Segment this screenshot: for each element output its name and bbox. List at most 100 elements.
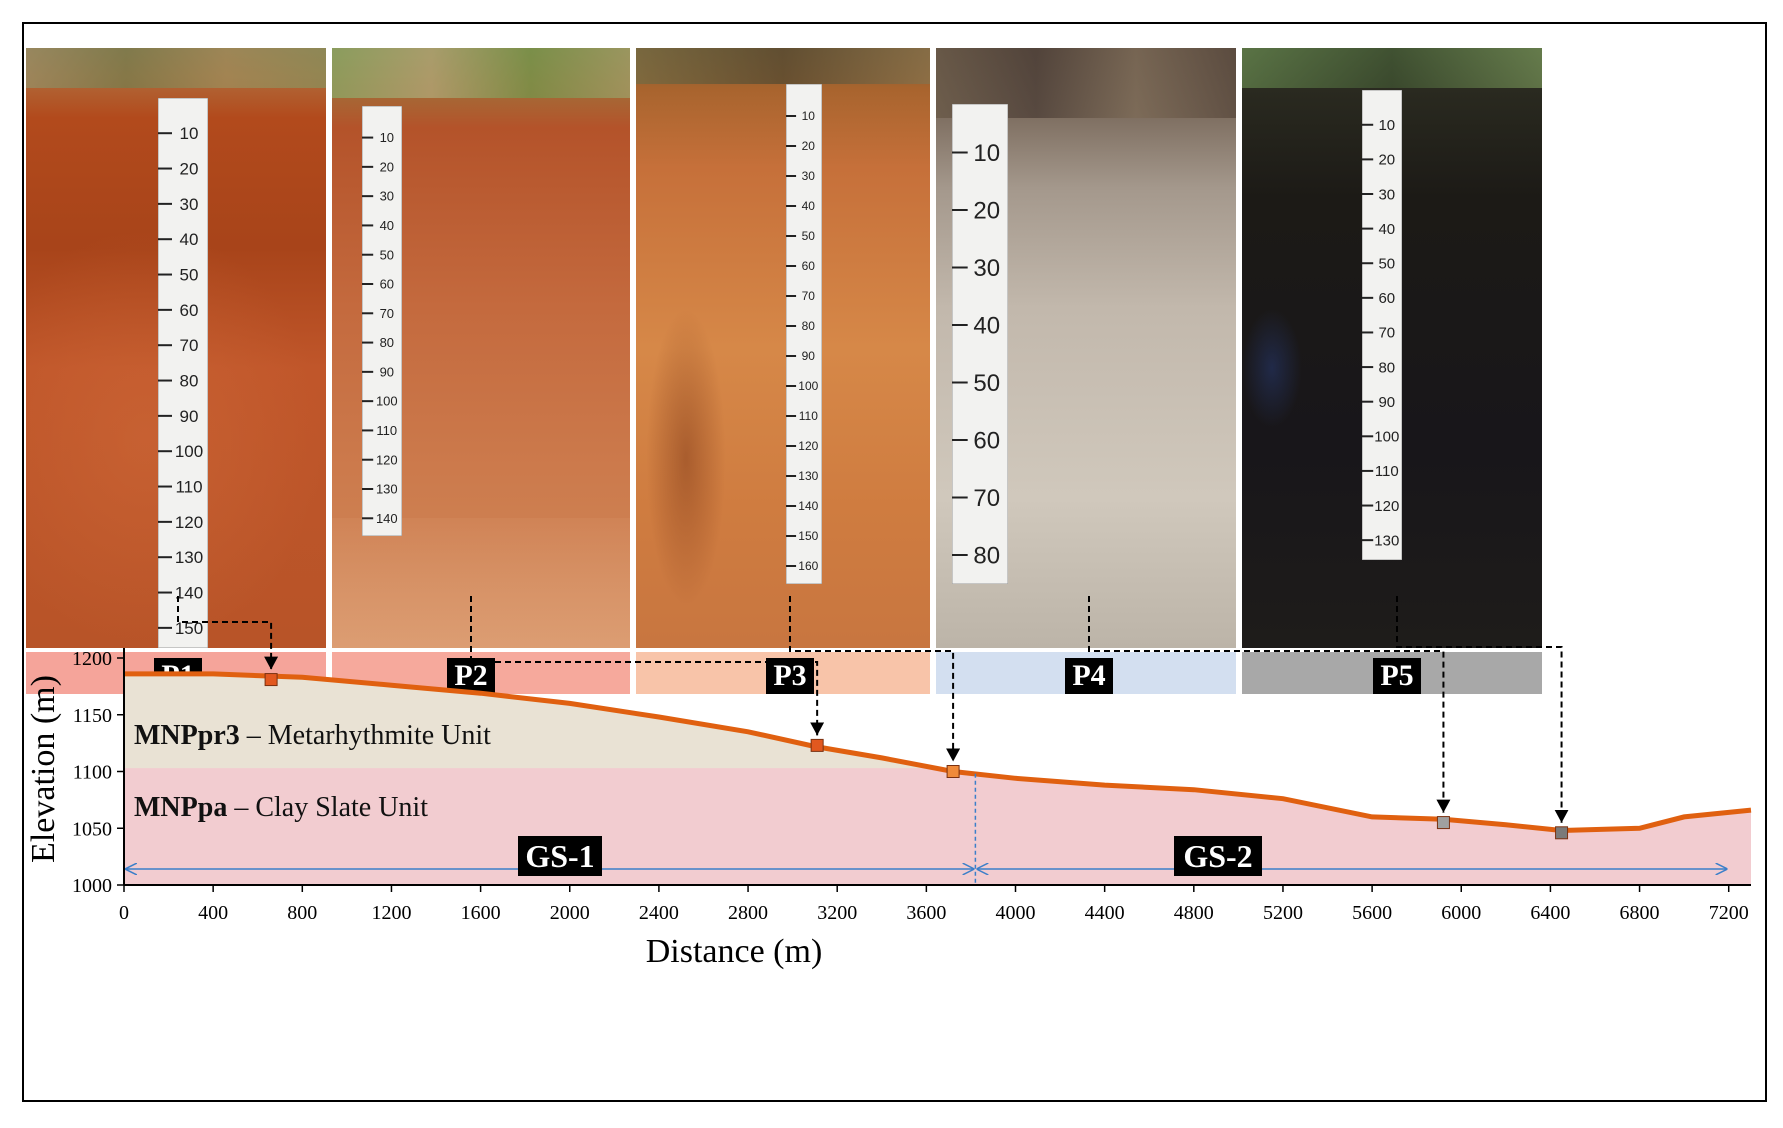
connector-p1 <box>177 596 279 670</box>
lower-unit-label: MNPpa – Clay Slate Unit <box>134 792 428 823</box>
ruler-label: 120 <box>175 513 203 532</box>
x-tick-label: 4000 <box>996 902 1036 924</box>
ruler-label: 130 <box>376 482 398 497</box>
ruler-label: 30 <box>802 169 816 183</box>
ruler-label: 10 <box>380 130 394 145</box>
ruler-label: 50 <box>802 229 816 243</box>
ruler-label: 80 <box>973 542 1000 569</box>
ruler-label: 50 <box>1378 255 1395 272</box>
ruler-label: 110 <box>376 423 397 438</box>
ruler-label: 10 <box>973 140 1000 167</box>
ruler-label: 120 <box>798 439 818 453</box>
x-tick-label: 3600 <box>906 902 946 924</box>
ruler-label: 120 <box>376 452 398 467</box>
ruler-label: 100 <box>175 442 203 461</box>
ruler-strip <box>952 104 1008 584</box>
ruler-strip <box>786 84 822 584</box>
connector-p2 <box>470 596 825 736</box>
profile-label-p3: P3 <box>766 658 814 694</box>
ruler-label: 70 <box>1378 325 1395 342</box>
x-tick-label: 6800 <box>1620 902 1660 924</box>
x-tick-label: 5200 <box>1263 902 1303 924</box>
soil-profile-photo-p3: 10 20 30 40 50 60 70 80 90 100 110 120 130 140 150 160 <box>636 48 930 648</box>
y-tick-label: 1150 <box>73 705 112 727</box>
ruler-label: 60 <box>180 301 199 320</box>
x-tick-label: 5600 <box>1352 902 1392 924</box>
connector-p5 <box>1396 596 1569 823</box>
x-tick-label: 7200 <box>1709 902 1749 924</box>
ruler-label: 160 <box>798 559 818 573</box>
profile-point-p2 <box>810 738 824 752</box>
profile-point-p1 <box>264 673 278 687</box>
ruler-label: 10 <box>802 109 816 123</box>
ruler-label: 20 <box>180 159 199 178</box>
ruler-label: 140 <box>798 499 818 513</box>
y-tick-label: 1200 <box>72 648 112 670</box>
ruler-label: 20 <box>973 197 1000 224</box>
profile-label-p2: P2 <box>447 658 495 694</box>
ruler-label: 30 <box>973 255 1000 282</box>
gs1-label: GS-1 <box>518 836 602 876</box>
ruler-label: 100 <box>798 379 818 393</box>
profile-label-p4: P4 <box>1065 658 1113 694</box>
x-tick-label: 2400 <box>639 902 679 924</box>
ruler-label: 130 <box>798 469 818 483</box>
ruler-p1: 10 20 30 40 50 60 70 80 90 100 110 120 130 140 150 <box>158 98 208 648</box>
x-tick-label: 4800 <box>1174 902 1214 924</box>
ruler-label: 150 <box>798 529 818 543</box>
x-tick-label: 0 <box>119 902 129 924</box>
ruler-label: 120 <box>1374 498 1399 515</box>
ruler-label: 80 <box>802 319 816 333</box>
ruler-label: 110 <box>799 409 818 423</box>
ruler-label: 60 <box>1378 290 1395 307</box>
x-tick-label: 3200 <box>817 902 857 924</box>
ruler-p2: 10 20 30 40 50 60 70 80 90 100 110 120 130 140 <box>362 106 402 536</box>
x-tick-label: 1200 <box>371 902 411 924</box>
ruler-label: 130 <box>175 548 203 567</box>
ruler-label: 20 <box>802 139 816 153</box>
x-tick-label: 1600 <box>461 902 501 924</box>
ruler-label: 40 <box>180 230 199 249</box>
ruler-label: 40 <box>1378 221 1395 238</box>
y-tick-label: 1050 <box>72 818 112 840</box>
ruler-label: 80 <box>1378 359 1395 376</box>
x-tick-label: 2800 <box>728 902 768 924</box>
ruler-label: 100 <box>376 394 398 409</box>
profile-point-p3 <box>946 765 960 778</box>
y-tick-label: 1000 <box>72 875 112 897</box>
ruler-label: 80 <box>380 335 394 350</box>
profile-point-p4 <box>1436 816 1450 830</box>
connector-p4 <box>1088 596 1451 813</box>
ruler-label: 150 <box>175 619 203 638</box>
ruler-label: 70 <box>802 289 816 303</box>
x-tick-label: 2000 <box>550 902 590 924</box>
x-tick-label: 6400 <box>1530 902 1570 924</box>
ruler-p3: 10 20 30 40 50 60 70 80 90 100 110 120 130 140 150 160 <box>786 84 822 584</box>
ruler-label: 140 <box>376 511 398 526</box>
ruler-p5: 10 20 30 40 50 60 70 80 90 100 110 120 130 <box>1362 90 1402 560</box>
profile-point-p5 <box>1555 826 1569 840</box>
gs2-label: GS-2 <box>1174 836 1262 876</box>
y-tick-label: 1100 <box>73 762 112 784</box>
ruler-p4: 10 20 30 40 50 60 70 80 <box>952 104 1008 584</box>
ruler-label: 70 <box>973 485 1000 512</box>
x-tick-label: 6000 <box>1441 902 1481 924</box>
ruler-label: 60 <box>973 427 1000 454</box>
elevation-profile-chart: 0 400 800 1200 1600 2000 2400 2800 3200 3600 4000 4… <box>25 596 1752 970</box>
figure-frame: 10 20 30 40 50 60 70 80 90 100 110 120 130 140 150 10 2… <box>22 22 1767 1102</box>
ruler-label: 60 <box>380 277 394 292</box>
ruler-label: 90 <box>802 349 816 363</box>
ruler-label: 70 <box>180 336 199 355</box>
ruler-label: 90 <box>180 407 199 426</box>
ruler-label: 90 <box>1378 394 1395 411</box>
soil-profile-photo-p2: 10 20 30 40 50 60 70 80 90 100 110 120 130 140 <box>332 48 630 648</box>
soil-profile-photo-p4: 10 20 30 40 50 60 70 80 <box>936 48 1236 648</box>
ruler-label: 40 <box>380 218 394 233</box>
ruler-label: 20 <box>1378 152 1395 169</box>
ruler-label: 20 <box>380 159 394 174</box>
ruler-strip <box>1362 90 1402 560</box>
ruler-label: 130 <box>1374 532 1399 549</box>
ruler-label: 50 <box>973 370 1000 397</box>
ruler-label: 110 <box>1375 463 1399 480</box>
ruler-label: 40 <box>973 312 1000 339</box>
